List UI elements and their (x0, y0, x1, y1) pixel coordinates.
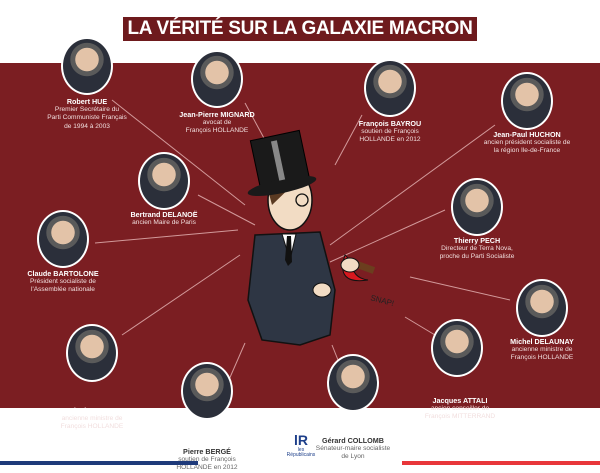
line-hue (111, 99, 246, 206)
line-berge (227, 342, 246, 383)
snap-sound: SNAP! (369, 293, 395, 308)
les-republicains-logo: lR les Républicains (284, 432, 318, 458)
logo-mark: lR (294, 432, 308, 448)
flag-bar-red (402, 461, 600, 465)
caption-robert-hue: Robert HUE Premier Secrétaire du Parti Com… (47, 97, 127, 130)
photo-pierre-berge (181, 362, 233, 420)
line-huchon (329, 124, 496, 246)
line-bartolone (94, 229, 239, 244)
photo-thierry-pech (451, 178, 503, 236)
caption-gerard-collomb: Gérard COLLOMB Sénateur-maire socialiste d… (315, 436, 391, 461)
photo-francois-bayrou (364, 59, 416, 117)
fist-right (312, 282, 332, 298)
line-bayrou (334, 114, 363, 166)
caption-michel-delaunay: Michel DELAUNAY ancienne ministre de Franç… (510, 337, 574, 362)
page-title: LA VÉRITÉ SUR LA GALAXIE MACRON (123, 17, 477, 41)
suit-body (247, 231, 336, 346)
photo-robert-hue (61, 37, 113, 95)
photo-jean-pierre-mignard (191, 50, 243, 108)
caption-bertrand-delanoe: Bertrand DELANOË ancien Maire de Paris (130, 210, 198, 227)
photo-jacques-attali (431, 319, 483, 377)
hat-brim (247, 176, 317, 196)
macron-cartoon: SNAP! (247, 129, 395, 346)
line-bricq (121, 254, 241, 336)
fist-left (340, 257, 360, 273)
photo-gerard-collomb (327, 354, 379, 412)
caption-jean-pierre-mignard: Jean-Pierre MIGNARD avocat de François HOL… (179, 110, 255, 135)
caption-claude-bartolone: Claude BARTOLONE Président socialiste de l… (27, 269, 99, 294)
line-delaunay (409, 276, 511, 301)
logo-text: les Républicains (286, 447, 316, 458)
caption-francois-bayrou: François BAYROU soutien de François HOLLAN… (358, 119, 422, 144)
caption-jacques-attali: Jacques ATTALI ancien conseiller de Franço… (424, 396, 496, 421)
line-attali (404, 316, 436, 336)
photo-nicole-bricq (66, 324, 118, 382)
caption-jean-paul-huchon: Jean-Paul HUCHON ancien président sociali… (483, 130, 571, 155)
flag-bar-blue (0, 461, 198, 465)
photo-bertrand-delanoe (138, 152, 190, 210)
line-pech (329, 209, 446, 263)
photo-jean-paul-huchon (501, 72, 553, 130)
caption-thierry-pech: Thierry PECH Directeur de Terra Nova, proc… (439, 236, 515, 261)
caption-nicole-bricq: Nicole BRICQ ancienne ministre de François… (60, 406, 124, 431)
line-mignard (244, 102, 266, 141)
line-delanoe (197, 194, 256, 226)
tie (285, 236, 292, 266)
photo-michel-delaunay (516, 279, 568, 337)
hat-highlight (270, 140, 286, 181)
glasses (295, 193, 309, 207)
photo-claude-bartolone (37, 210, 89, 268)
